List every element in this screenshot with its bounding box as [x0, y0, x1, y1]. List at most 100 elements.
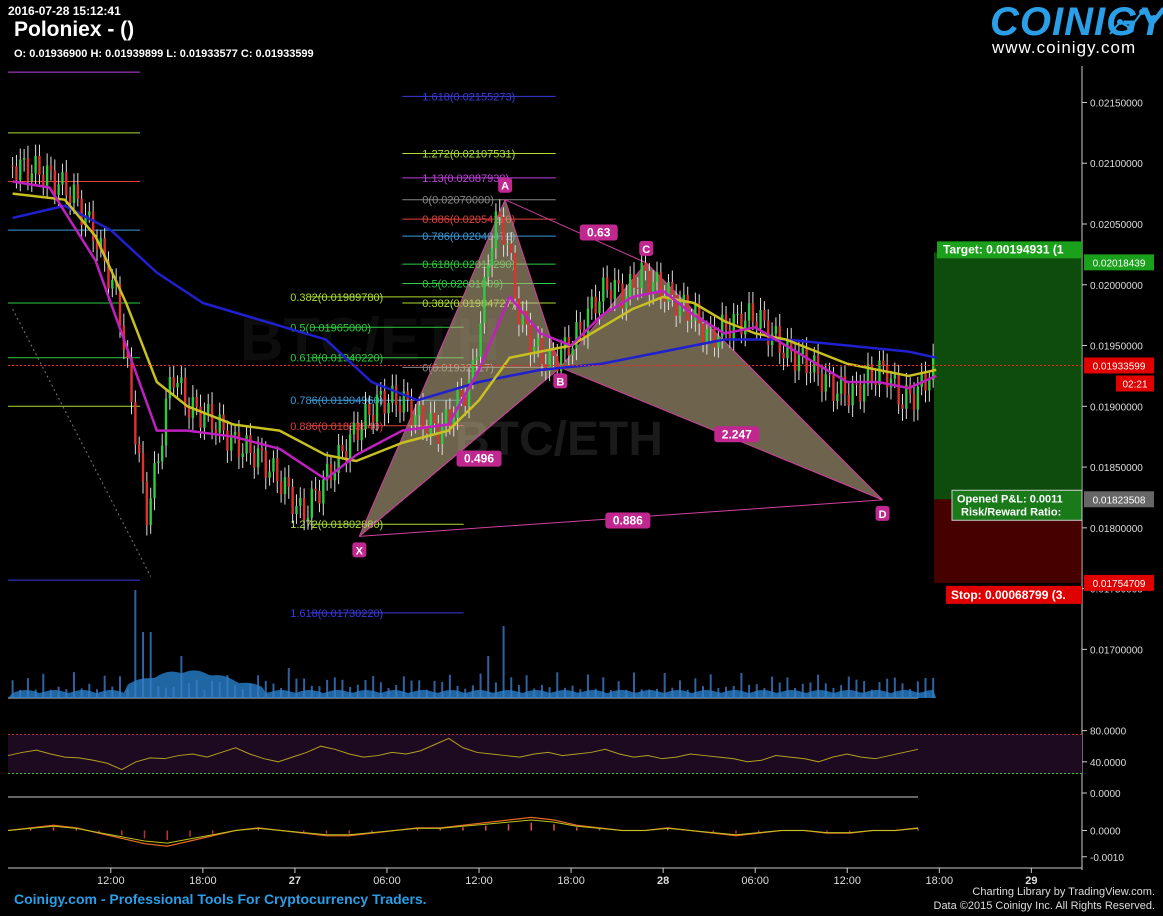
volume-bar — [502, 626, 505, 698]
candle-body — [859, 384, 862, 402]
footer-tagline[interactable]: Coinigy.com - Professional Tools For Cry… — [14, 891, 427, 907]
candle-body — [375, 394, 379, 422]
candle-body — [379, 390, 383, 395]
volume-bar — [180, 656, 183, 698]
candle-body — [383, 390, 386, 414]
volume-bar — [786, 677, 789, 698]
volume-bar — [824, 683, 827, 698]
candle-body — [828, 374, 831, 376]
volume-bar — [924, 677, 927, 698]
y-tick-label: 0.02100000 — [1090, 159, 1143, 170]
candle-body — [747, 303, 751, 321]
x-tick-label: 29 — [1025, 875, 1037, 887]
candle-body — [195, 396, 198, 407]
candle-body — [299, 497, 302, 506]
candle-body — [590, 296, 593, 309]
candle-body — [287, 477, 290, 487]
candle-body — [88, 211, 91, 216]
candle-body — [268, 471, 271, 478]
candle-body — [721, 314, 724, 337]
volume-bar — [119, 676, 122, 698]
volume-bar — [80, 688, 83, 698]
candle-body — [410, 399, 413, 426]
candle-body — [61, 172, 64, 185]
volume-bar — [809, 682, 812, 698]
candle-body — [763, 309, 766, 321]
logo-url[interactable]: www.coinigy.com — [992, 38, 1137, 57]
volume-bar — [234, 685, 237, 698]
candle-body — [556, 355, 559, 372]
candle-body — [847, 394, 850, 406]
candle-body — [72, 184, 76, 204]
candle-body — [325, 463, 329, 480]
candle-body — [111, 279, 114, 289]
candle-body — [398, 404, 402, 413]
candle-body — [885, 365, 889, 388]
stop-price-label: 0.01754709 — [1093, 579, 1146, 590]
candle-body — [448, 409, 452, 426]
candle-body — [19, 159, 22, 181]
volume-bar — [617, 681, 620, 698]
volume-bar — [257, 675, 260, 698]
candle-body — [674, 294, 678, 316]
candle-body — [95, 240, 99, 250]
candle-body — [552, 349, 555, 356]
candle-body — [364, 404, 367, 430]
current-price-label: 0.01933599 — [1093, 361, 1146, 372]
volume-bar — [679, 680, 682, 698]
candle-body — [870, 364, 874, 382]
candle-body — [103, 238, 106, 261]
volume-bar — [95, 689, 98, 698]
osc-y-tick-label: 40.0000 — [1090, 758, 1127, 769]
pattern-point-badge — [498, 177, 513, 193]
volume-bar — [318, 686, 321, 698]
target-price-label: 0.02018439 — [1093, 258, 1146, 269]
candle-body — [241, 453, 244, 458]
candle-body — [790, 339, 793, 352]
candle-body — [920, 373, 923, 387]
candle-body — [15, 166, 18, 181]
candle-body — [352, 422, 356, 435]
x-tick-label: 06:00 — [741, 875, 769, 887]
volume-bar — [149, 632, 152, 698]
volume-bar — [878, 681, 881, 698]
candle-body — [157, 461, 160, 463]
pattern-ratio-label: 0.63 — [587, 226, 611, 240]
candle-body — [640, 262, 643, 289]
macd-y-tick-label: -0.0010 — [1090, 853, 1124, 864]
candle-body — [759, 309, 762, 329]
candle-body — [441, 424, 444, 444]
candle-body — [533, 346, 536, 355]
volume-bar — [832, 687, 835, 698]
pattern-point-label: C — [642, 244, 650, 256]
stop-label: Stop: 0.00068799 (3. — [951, 588, 1066, 602]
candle-body — [705, 328, 709, 344]
candle-body — [53, 170, 56, 195]
footer-credit[interactable]: Charting Library by TradingView.com. — [972, 886, 1155, 898]
volume-bar — [303, 678, 306, 698]
x-tick-label: 18:00 — [926, 875, 954, 887]
volume-bar — [364, 679, 367, 698]
candle-body — [417, 405, 421, 416]
x-tick-label: 06:00 — [373, 875, 401, 887]
volume-bar — [241, 688, 244, 698]
volume-bar — [533, 688, 536, 698]
volume-bar — [333, 677, 336, 698]
candle-body — [176, 382, 179, 388]
candle-body — [322, 479, 325, 504]
candle-body — [168, 377, 172, 399]
target-price-tag — [1084, 254, 1154, 271]
candle-body — [276, 458, 279, 482]
candle-body — [594, 296, 597, 314]
volume-bar — [203, 689, 206, 698]
candle-body — [928, 380, 931, 391]
fib-level-label: 1.13(0.02087938) — [422, 173, 509, 185]
candle-body — [713, 327, 716, 348]
macd-y-tick-label: 0.0000 — [1090, 827, 1121, 838]
pattern-point-badge — [639, 240, 654, 256]
candle-body — [11, 165, 14, 167]
candle-body — [686, 294, 689, 321]
volume-bar — [663, 672, 666, 698]
volume-bar — [34, 689, 37, 698]
